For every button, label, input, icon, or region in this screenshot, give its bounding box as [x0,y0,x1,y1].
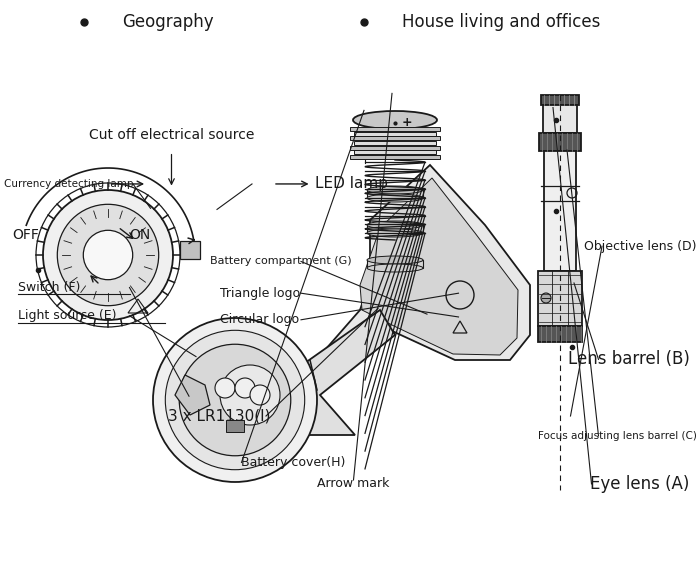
Polygon shape [175,375,210,415]
Polygon shape [290,165,530,400]
Text: Circular logo: Circular logo [220,314,300,326]
Text: Arrow mark: Arrow mark [317,478,390,490]
Circle shape [57,204,159,306]
Text: Currency detecting lamp: Currency detecting lamp [4,179,133,189]
Bar [350,145,440,149]
Circle shape [215,378,235,398]
Ellipse shape [367,221,423,229]
Polygon shape [360,178,518,355]
Text: +: + [402,117,412,130]
Bar [180,241,200,259]
Text: 3 x LR1130(I): 3 x LR1130(I) [168,409,270,423]
Circle shape [83,230,133,280]
Bar [354,151,436,155]
Circle shape [43,190,173,320]
Bar [350,127,440,131]
Circle shape [220,365,280,425]
Circle shape [153,318,317,482]
Bar [350,155,440,159]
Text: Battery compartment (G): Battery compartment (G) [210,256,351,267]
Text: Battery cover(H): Battery cover(H) [241,456,346,469]
Bar [538,271,582,326]
Circle shape [235,378,255,398]
Ellipse shape [367,229,423,237]
Text: Switch (F): Switch (F) [18,281,80,294]
Circle shape [541,293,551,303]
Text: House living and offices: House living and offices [402,12,601,31]
Bar [226,420,244,432]
Bar [354,141,436,145]
Bar [539,133,581,151]
Text: Eye lens (A): Eye lens (A) [590,475,690,493]
Ellipse shape [367,264,423,272]
Bar [354,132,436,136]
Bar [367,260,423,268]
Text: Light source (E): Light source (E) [18,310,116,322]
Bar [350,136,440,140]
Bar [543,105,577,133]
Text: Triangle logo: Triangle logo [220,287,300,299]
Ellipse shape [367,256,423,264]
Ellipse shape [367,194,423,202]
Bar [541,95,579,105]
Polygon shape [230,310,395,435]
Text: ON: ON [130,228,150,242]
Text: Objective lens (D): Objective lens (D) [584,240,696,252]
Bar [367,190,423,198]
Ellipse shape [367,186,423,194]
Text: Geography: Geography [122,12,214,31]
Text: Lens barrel (B): Lens barrel (B) [568,350,690,368]
Bar [367,225,423,233]
Text: LED lamp: LED lamp [315,177,388,191]
Circle shape [165,331,304,470]
Text: OFF: OFF [13,228,39,242]
Text: Cut off electrical source: Cut off electrical source [89,128,254,142]
Circle shape [179,344,290,456]
Bar [538,326,582,342]
Ellipse shape [353,111,437,129]
Circle shape [250,385,270,405]
Text: Focus adjusting lens barrel (C): Focus adjusting lens barrel (C) [538,431,696,441]
Bar [544,151,576,271]
